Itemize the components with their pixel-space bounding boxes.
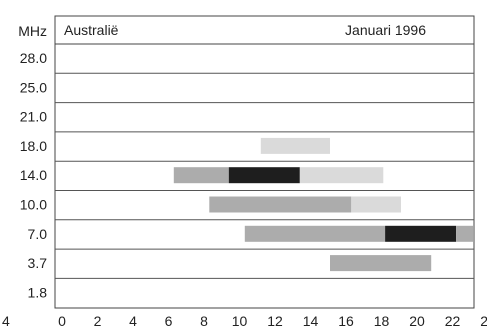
hour-tick-16: 16 bbox=[338, 313, 354, 329]
bar-3-7-medium-9 bbox=[330, 255, 432, 272]
hour-tick-14: 14 bbox=[303, 313, 319, 329]
bar-7-0-medium-6 bbox=[244, 225, 385, 242]
frequency-label-3-7: 3.7 bbox=[28, 255, 48, 271]
hour-tick-12: 12 bbox=[267, 313, 283, 329]
frequency-label-21-0: 21.0 bbox=[20, 109, 47, 125]
bar-7-0-medium-8 bbox=[456, 225, 474, 242]
bar-10-0-medium-4 bbox=[209, 196, 352, 213]
edge-label: 4 bbox=[2, 313, 10, 329]
hour-tick-4: 4 bbox=[129, 313, 137, 329]
header-right-title: Januari 1996 bbox=[345, 22, 426, 38]
frequency-label-25-0: 25.0 bbox=[20, 79, 47, 95]
hour-tick-6: 6 bbox=[165, 313, 173, 329]
hour-tick-22: 22 bbox=[445, 313, 461, 329]
bar-18-0-light-0 bbox=[260, 137, 330, 154]
frequency-label-28-0: 28.0 bbox=[20, 50, 47, 66]
bar-14-0-dark-2 bbox=[228, 167, 300, 184]
frequency-label-10-0: 10.0 bbox=[20, 197, 47, 213]
hour-tick-20: 20 bbox=[409, 313, 425, 329]
activity-bars bbox=[173, 137, 474, 272]
hour-tick-2: 2 bbox=[94, 313, 102, 329]
frequency-label-7-0: 7.0 bbox=[28, 226, 48, 242]
bar-10-0-light-5 bbox=[351, 196, 401, 213]
hour-tick-8: 8 bbox=[200, 313, 208, 329]
bar-14-0-medium-1 bbox=[173, 167, 229, 184]
header-left-title: Australië bbox=[64, 22, 119, 38]
frequency-label-1-8: 1.8 bbox=[28, 284, 48, 300]
frequency-labels: 28.0 25.0 21.0 18.0 14.0 10.0 7.0 3.7 1.8 bbox=[20, 50, 47, 300]
bar-7-0-dark-7 bbox=[385, 225, 457, 242]
hour-tick-0: 0 bbox=[58, 313, 66, 329]
bar-14-0-light-3 bbox=[299, 167, 384, 184]
unit-label: MHz bbox=[18, 23, 47, 39]
frequency-label-18-0: 18.0 bbox=[20, 138, 47, 154]
hour-tick-24: 24 bbox=[480, 313, 487, 329]
hour-tick-18: 18 bbox=[374, 313, 390, 329]
header-box bbox=[54, 15, 475, 45]
hour-tick-10: 10 bbox=[232, 313, 248, 329]
frequency-label-14-0: 14.0 bbox=[20, 167, 47, 183]
row-separators bbox=[55, 72, 474, 279]
